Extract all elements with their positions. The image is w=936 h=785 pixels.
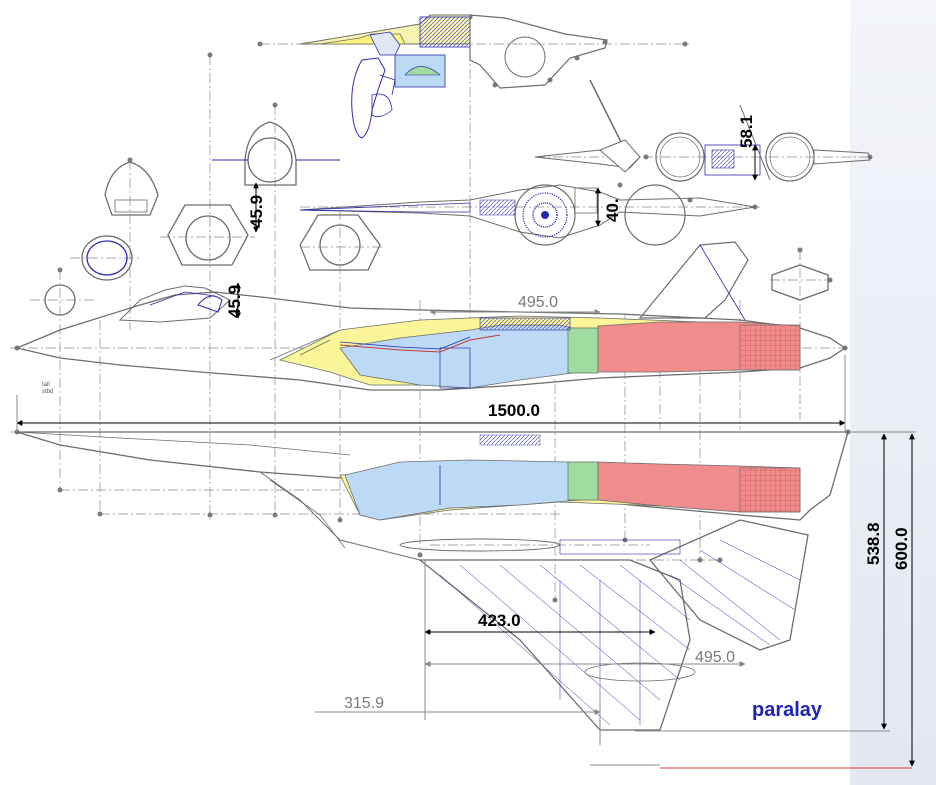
dim-tail-height: 58.1 [737, 115, 756, 148]
dimension-lines-grey [315, 309, 746, 745]
brand-watermark: paralay [752, 699, 823, 721]
background-gradient-panel [850, 0, 936, 785]
dim-lower-span: 495.0 [695, 649, 735, 666]
fuselage-cross-sections [44, 121, 829, 316]
svg-text:tail: tail [42, 382, 50, 388]
dim-canopy-height-a: 45.9 [247, 195, 266, 228]
svg-text:stbd: stbd [42, 389, 53, 395]
dim-nacelle-height: 40. [603, 198, 622, 222]
top-front-view [299, 14, 608, 139]
engine-face-view [299, 184, 756, 246]
dimension-lines [16, 144, 916, 767]
side-view-fuselage: tail stbd [14, 241, 847, 395]
dim-overall-length: 1500.0 [488, 401, 540, 420]
plan-view [16, 431, 912, 769]
dim-canopy-height-b: 45.9 [225, 285, 244, 318]
dim-upper-span: 495.0 [518, 294, 558, 311]
dim-height-outer: 600.0 [892, 527, 911, 570]
front-view-nacelles [534, 79, 871, 182]
dim-height-inner: 538.8 [864, 522, 883, 565]
dim-wing-root: 423.0 [478, 611, 521, 630]
dim-offset: 315.9 [344, 695, 384, 712]
